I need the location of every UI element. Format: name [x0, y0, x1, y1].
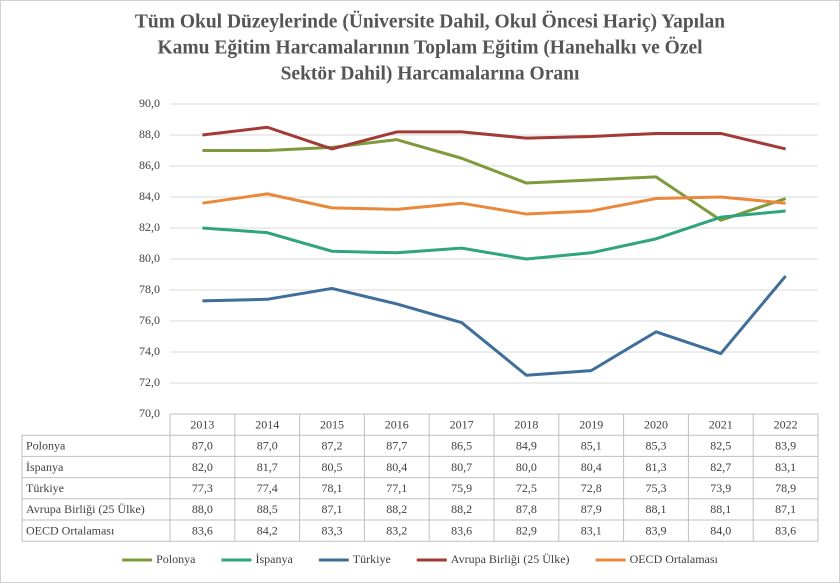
table-row-label: İspanya: [26, 460, 64, 474]
table-cell: 80,4: [386, 460, 407, 474]
table-cell: 88,0: [192, 502, 213, 516]
legend-label: Polonya: [156, 552, 196, 566]
table-cell: 87,8: [516, 502, 537, 516]
y-tick-label: 72,0: [139, 375, 160, 389]
table-cell: 81,3: [646, 460, 667, 474]
series-line: [202, 125, 786, 151]
legend-label: Avrupa Birliği (25 Ülke): [451, 552, 570, 566]
legend-label: OECD Ortalaması: [630, 552, 719, 566]
table-cell: 85,1: [581, 439, 602, 453]
y-tick-label: 82,0: [139, 220, 160, 234]
table-cell: 75,3: [646, 481, 667, 495]
x-tick-label: 2022: [774, 417, 798, 431]
table-cell: 88,5: [257, 502, 278, 516]
x-tick-label: 2019: [579, 417, 603, 431]
table-cell: 78,9: [775, 481, 796, 495]
table-cell: 72,8: [581, 481, 602, 495]
table-cell: 77,3: [192, 481, 213, 495]
y-tick-label: 90,0: [139, 96, 160, 110]
x-tick-label: 2015: [320, 417, 344, 431]
x-tick-label: 2016: [385, 417, 409, 431]
table-cell: 78,1: [322, 481, 343, 495]
table-cell: 72,5: [516, 481, 537, 495]
x-tick-label: 2021: [709, 417, 733, 431]
table-cell: 83,6: [775, 523, 796, 537]
table-cell: 83,1: [581, 523, 602, 537]
table-cell: 88,1: [646, 502, 667, 516]
table-cell: 87,7: [386, 439, 407, 453]
y-tick-label: 80,0: [139, 251, 160, 265]
table-cell: 87,2: [322, 439, 343, 453]
x-tick-label: 2014: [255, 417, 279, 431]
x-tick-label: 2020: [644, 417, 668, 431]
table-cell: 83,6: [451, 523, 472, 537]
table-cell: 87,1: [322, 502, 343, 516]
y-tick-label: 76,0: [139, 313, 160, 327]
table-cell: 87,0: [192, 439, 213, 453]
table-cell: 82,7: [710, 460, 731, 474]
chart-title: Tüm Okul Düzeylerinde (Üniversite Dahil,…: [135, 11, 725, 32]
table-cell: 82,9: [516, 523, 537, 537]
table-cell: 83,2: [386, 523, 407, 537]
table-cell: 88,2: [386, 502, 407, 516]
table-cell: 80,4: [581, 460, 602, 474]
table-cell: 84,9: [516, 439, 537, 453]
series-line: [202, 192, 786, 216]
table-cell: 88,1: [710, 502, 731, 516]
y-tick-label: 84,0: [139, 189, 160, 203]
table-cell: 80,5: [322, 460, 343, 474]
table-row-label: Polonya: [26, 439, 66, 453]
table-cell: 83,1: [775, 460, 796, 474]
table-cell: 88,2: [451, 502, 472, 516]
table-cell: 86,5: [451, 439, 472, 453]
chart-title: Sektör Dahil) Harcamalarına Oranı: [281, 63, 580, 84]
table-cell: 83,6: [192, 523, 213, 537]
table-cell: 83,3: [322, 523, 343, 537]
table-cell: 84,0: [710, 523, 731, 537]
table-cell: 77,1: [386, 481, 407, 495]
legend-label: Türkiye: [353, 552, 391, 566]
series-line: [202, 275, 787, 377]
table-cell: 87,9: [581, 502, 602, 516]
y-tick-label: 78,0: [139, 282, 160, 296]
y-tick-label: 88,0: [139, 127, 160, 141]
legend-label: İspanya: [255, 552, 293, 566]
table-cell: 85,3: [646, 439, 667, 453]
table-row-label: Avrupa Birliği (25 Ülke): [26, 502, 145, 516]
table-cell: 83,9: [775, 439, 796, 453]
table-cell: 81,7: [257, 460, 278, 474]
chart-title: Kamu Eğitim Harcamalarının Toplam Eğitim…: [157, 37, 703, 58]
y-tick-label: 86,0: [139, 158, 160, 172]
table-cell: 82,0: [192, 460, 213, 474]
table-cell: 83,9: [646, 523, 667, 537]
table-cell: 87,0: [257, 439, 278, 453]
table-cell: 77,4: [257, 481, 278, 495]
table-cell: 75,9: [451, 481, 472, 495]
y-tick-label: 70,0: [139, 406, 160, 420]
table-cell: 84,2: [257, 523, 278, 537]
table-cell: 80,0: [516, 460, 537, 474]
table-row-label: Türkiye: [26, 481, 64, 495]
x-tick-label: 2018: [514, 417, 538, 431]
table-cell: 80,7: [451, 460, 472, 474]
x-tick-label: 2013: [190, 417, 214, 431]
y-tick-label: 74,0: [139, 344, 160, 358]
table-row-label: OECD Ortalaması: [26, 523, 115, 537]
table-cell: 87,1: [775, 502, 796, 516]
table-cell: 82,5: [710, 439, 731, 453]
x-tick-label: 2017: [450, 417, 474, 431]
table-cell: 73,9: [710, 481, 731, 495]
series-line: [202, 209, 786, 261]
